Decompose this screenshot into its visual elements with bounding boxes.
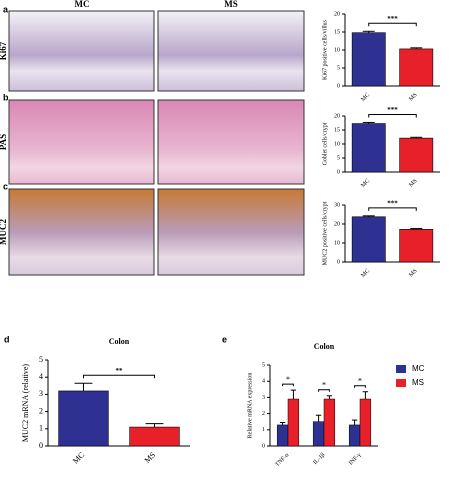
y-tick-label: 20 (334, 221, 340, 227)
significance-label: * (322, 381, 326, 390)
y-tick-label: 3 (262, 395, 265, 401)
image (8, 99, 155, 185)
y-tick-label: 20 (334, 113, 340, 119)
panel-label: e (222, 334, 227, 344)
panel-label: a (3, 4, 9, 14)
bar (312, 421, 325, 447)
x-tick-label: MS (408, 92, 418, 102)
significance-bracket (368, 207, 417, 211)
y-tick-label: 5 (39, 355, 43, 364)
y-tick-label: 30 (334, 202, 340, 208)
significance-label: ** (116, 367, 124, 375)
legend-swatch (396, 365, 406, 373)
bar (351, 32, 386, 87)
y-tick-label: 3 (39, 389, 43, 398)
row-label: Ki67 (0, 41, 8, 60)
image (8, 188, 155, 276)
bar (323, 398, 336, 447)
x-tick-label: MC (360, 92, 371, 103)
x-tick-label: MC (360, 268, 371, 279)
y-tick-label: 15 (334, 29, 340, 35)
y-axis-label: Ki67 positive cells/villus (322, 19, 328, 80)
y-axis-label: MUC2 positive cells/crypt (322, 201, 328, 265)
column-label: MC (75, 0, 90, 9)
significance-label: *** (387, 106, 398, 114)
x-tick-label: MS (143, 450, 158, 465)
significance-bracket (83, 374, 155, 379)
y-tick-label: 10 (334, 47, 340, 53)
significance-label: * (358, 377, 362, 386)
y-tick-label: 0 (262, 443, 265, 449)
micrographs (8, 10, 305, 276)
y-tick-label: 4 (262, 379, 265, 385)
y-tick-label: 5 (262, 362, 265, 368)
y-axis-label: Relative mRNA expression (247, 373, 253, 439)
panel-label: d (4, 334, 10, 344)
bar (399, 229, 434, 263)
y-tick-label: 5 (337, 155, 340, 161)
bar (399, 137, 434, 173)
x-tick-label: TNF-α (274, 452, 290, 468)
row-label: PAS (0, 134, 8, 150)
x-tick-label: IL-1β (312, 452, 326, 466)
y-tick-label: 10 (334, 240, 340, 246)
y-tick-label: 0 (337, 83, 340, 89)
bar (351, 216, 386, 263)
y-tick-label: 0 (337, 169, 340, 175)
legend-label: MS (412, 378, 424, 387)
panel-label: b (3, 92, 9, 102)
image (157, 99, 305, 185)
bar (129, 426, 180, 447)
y-tick-label: 2 (39, 406, 43, 415)
y-axis-label: MUC2 mRNA (relative) (21, 364, 30, 443)
y-tick-label: 2 (262, 411, 265, 417)
x-tick-label: MC (360, 178, 371, 189)
significance-bracket (318, 389, 330, 392)
x-tick-label: MC (71, 450, 86, 465)
chart-title: Colon (109, 337, 130, 346)
x-tick-label: INF-γ (348, 452, 363, 467)
image (157, 10, 305, 92)
significance-label: *** (387, 199, 398, 207)
bar (58, 390, 109, 447)
y-tick-label: 1 (39, 424, 43, 433)
bar (287, 398, 300, 447)
panel-label: c (3, 181, 8, 191)
significance-bracket (354, 385, 366, 388)
significance-bracket (368, 22, 417, 27)
bar (351, 123, 386, 173)
legend-label: MC (412, 364, 425, 373)
chart-title: Colon (314, 342, 335, 351)
significance-bracket (282, 383, 294, 387)
significance-label: * (286, 375, 290, 384)
x-tick-label: MS (408, 178, 418, 188)
y-tick-label: 0 (337, 259, 340, 265)
y-tick-label: 10 (334, 141, 340, 147)
significance-label: *** (387, 15, 398, 23)
bar (276, 424, 289, 447)
bar (359, 398, 372, 447)
y-tick-label: 5 (337, 65, 340, 71)
image (157, 188, 305, 276)
y-axis-label: Goblet cells/crypt (322, 122, 328, 165)
bar (348, 424, 361, 447)
image (8, 10, 155, 92)
y-tick-label: 4 (39, 372, 43, 381)
y-tick-label: 20 (334, 11, 340, 17)
y-tick-label: 1 (262, 427, 265, 433)
row-label: MUC2 (0, 219, 8, 245)
y-tick-label: 15 (334, 127, 340, 133)
legend-swatch (396, 379, 406, 387)
x-tick-label: MS (408, 268, 418, 278)
column-label: MS (224, 0, 238, 9)
significance-bracket (368, 113, 417, 118)
bar (399, 48, 434, 87)
y-tick-label: 0 (39, 441, 43, 450)
